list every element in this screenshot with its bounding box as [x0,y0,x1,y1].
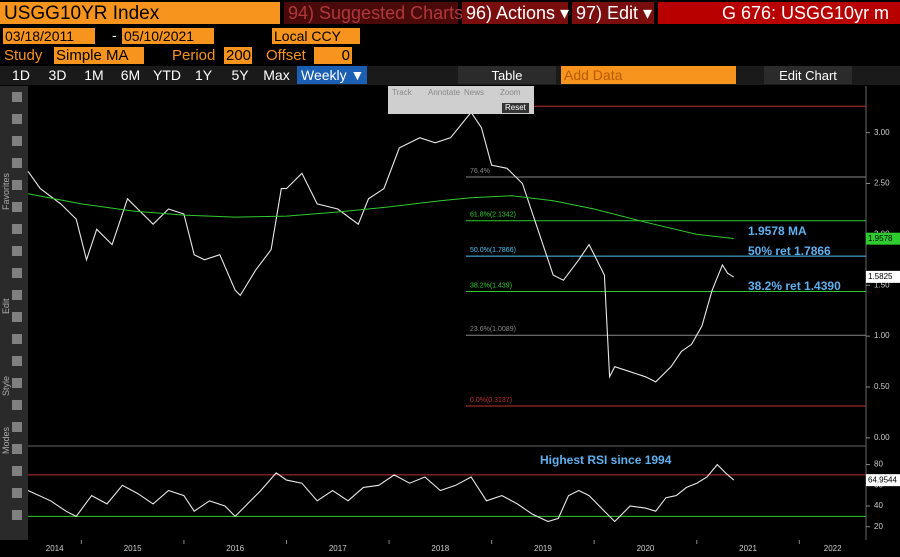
annotation: 50% ret 1.7866 [748,244,831,258]
sidebar-icon[interactable] [12,422,22,432]
sidebar-icon[interactable] [12,180,22,190]
sidebar-icon[interactable] [12,378,22,388]
sidebar-icon[interactable] [12,312,22,322]
sidebar-icon[interactable] [12,290,22,300]
fib-label: 61.8%(2.1342) [470,212,516,219]
range-button[interactable]: Max [263,67,290,83]
suggested-charts[interactable]: 94) Suggested Charts [284,2,463,24]
sidebar-icon[interactable] [12,444,22,454]
x-tick-label: 2017 [329,544,347,553]
sidebar-icon[interactable] [12,268,22,278]
x-tick-label: 2018 [431,544,449,553]
series-line [27,111,734,383]
y-tick-label: 40 [874,501,883,510]
offset-label: Offset [266,47,306,64]
sidebar-icon[interactable] [12,92,22,102]
table-button[interactable]: Table [458,66,556,84]
value-flag [866,232,900,245]
y-tick-label: 0.50 [874,382,890,391]
sidebar-icon[interactable] [12,136,22,146]
chart-tools: Track Annotate News Zoom Reset [388,86,534,114]
range-button[interactable]: 5Y [231,67,249,83]
y-tick-label: 1.50 [874,280,890,289]
chart-tool[interactable]: Track [392,88,412,97]
range-button[interactable]: 1Y [194,67,213,83]
sidebar-icon[interactable] [12,246,22,256]
value-flag [866,270,900,283]
value-flag [866,474,900,487]
x-tick-label: 2016 [226,544,244,553]
y-tick-label: 2.50 [874,179,890,188]
value-flag-label: 64.9544 [868,475,897,484]
range-button[interactable]: YTD [153,67,181,83]
sidebar-icon[interactable] [12,158,22,168]
value-flag-label: 1.5825 [868,272,893,281]
range-button[interactable]: 1M [84,67,104,83]
chart-tool[interactable]: Reset [502,103,529,113]
y-tick-label: 1.00 [874,331,890,340]
y-tick-label: 20 [874,522,883,531]
fib-label: 23.6%(1.0089) [470,326,516,333]
y-tick-label: 3.00 [874,128,890,137]
x-tick-label: 2014 [46,544,64,553]
range-button[interactable]: 6M [120,67,141,83]
page-id: G 676: USGG10yr m [658,2,900,24]
study-label: Study [4,47,43,64]
start-date[interactable]: 03/18/2011 [3,28,95,44]
currency[interactable]: Local CCY [272,28,360,44]
y-tick-label: 80 [874,460,883,469]
sidebar-icon[interactable] [12,224,22,234]
sidebar-icon[interactable] [12,488,22,498]
edit-menu[interactable]: 97) Edit ▾ [572,2,654,24]
sidebar-icon[interactable] [12,334,22,344]
x-tick-label: 2020 [637,544,655,553]
annotation: Highest RSI since 1994 [540,453,672,467]
ticker[interactable]: USGG10YR Index [0,2,280,24]
date-dash: - [112,27,117,43]
x-tick-label: 2015 [124,544,142,553]
period-label: Period [172,47,216,64]
frequency[interactable]: Weekly ▼ [297,66,367,84]
fib-label: 50.0%(1.7866) [470,247,516,254]
series-line [27,193,734,239]
fib-label: 76.4% [470,168,490,175]
sidebar-icon[interactable] [12,510,22,520]
study-name[interactable]: Simple MA [54,47,144,64]
x-tick-label: 2019 [534,544,552,553]
offset-value[interactable]: 0 [314,47,352,64]
chart: 100.0%76.4%61.8%(2.1342)50.0%(1.7866)38.… [27,86,900,553]
annotation: 1.9578 MA [748,224,807,238]
sidebar-icon[interactable] [12,114,22,124]
add-data[interactable]: Add Data [561,66,736,84]
fib-label: 38.2%(1.439) [470,282,512,289]
series-line [27,463,735,523]
chart-tool[interactable]: Annotate [428,88,461,97]
x-tick-label: 2021 [739,544,757,553]
plot-area [28,86,866,540]
range-button[interactable]: 1D [12,67,30,83]
range-button[interactable]: 3D [48,67,67,83]
end-date[interactable]: 05/10/2021 [122,28,214,44]
sidebar-icon[interactable] [12,356,22,366]
y-tick-label: 0.00 [874,433,890,442]
value-flag-label: 1.9578 [868,234,893,243]
sidebar-icon[interactable] [12,400,22,410]
actions-menu[interactable]: 96) Actions ▾ [462,2,569,24]
chart-tool[interactable]: News [464,88,485,97]
chart-tool[interactable]: Zoom [500,88,521,97]
period-value[interactable]: 200 [224,47,252,64]
edit-chart[interactable]: Edit Chart [764,66,852,84]
fib-label: 0.0%(0.3137) [470,397,512,404]
x-tick-label: 2022 [824,544,842,553]
sidebar-icon[interactable] [12,202,22,212]
sidebar-icon[interactable] [12,466,22,476]
sidebar: Favorites Edit Style Modes [0,86,28,540]
annotation: 38.2% ret 1.4390 [748,279,841,293]
